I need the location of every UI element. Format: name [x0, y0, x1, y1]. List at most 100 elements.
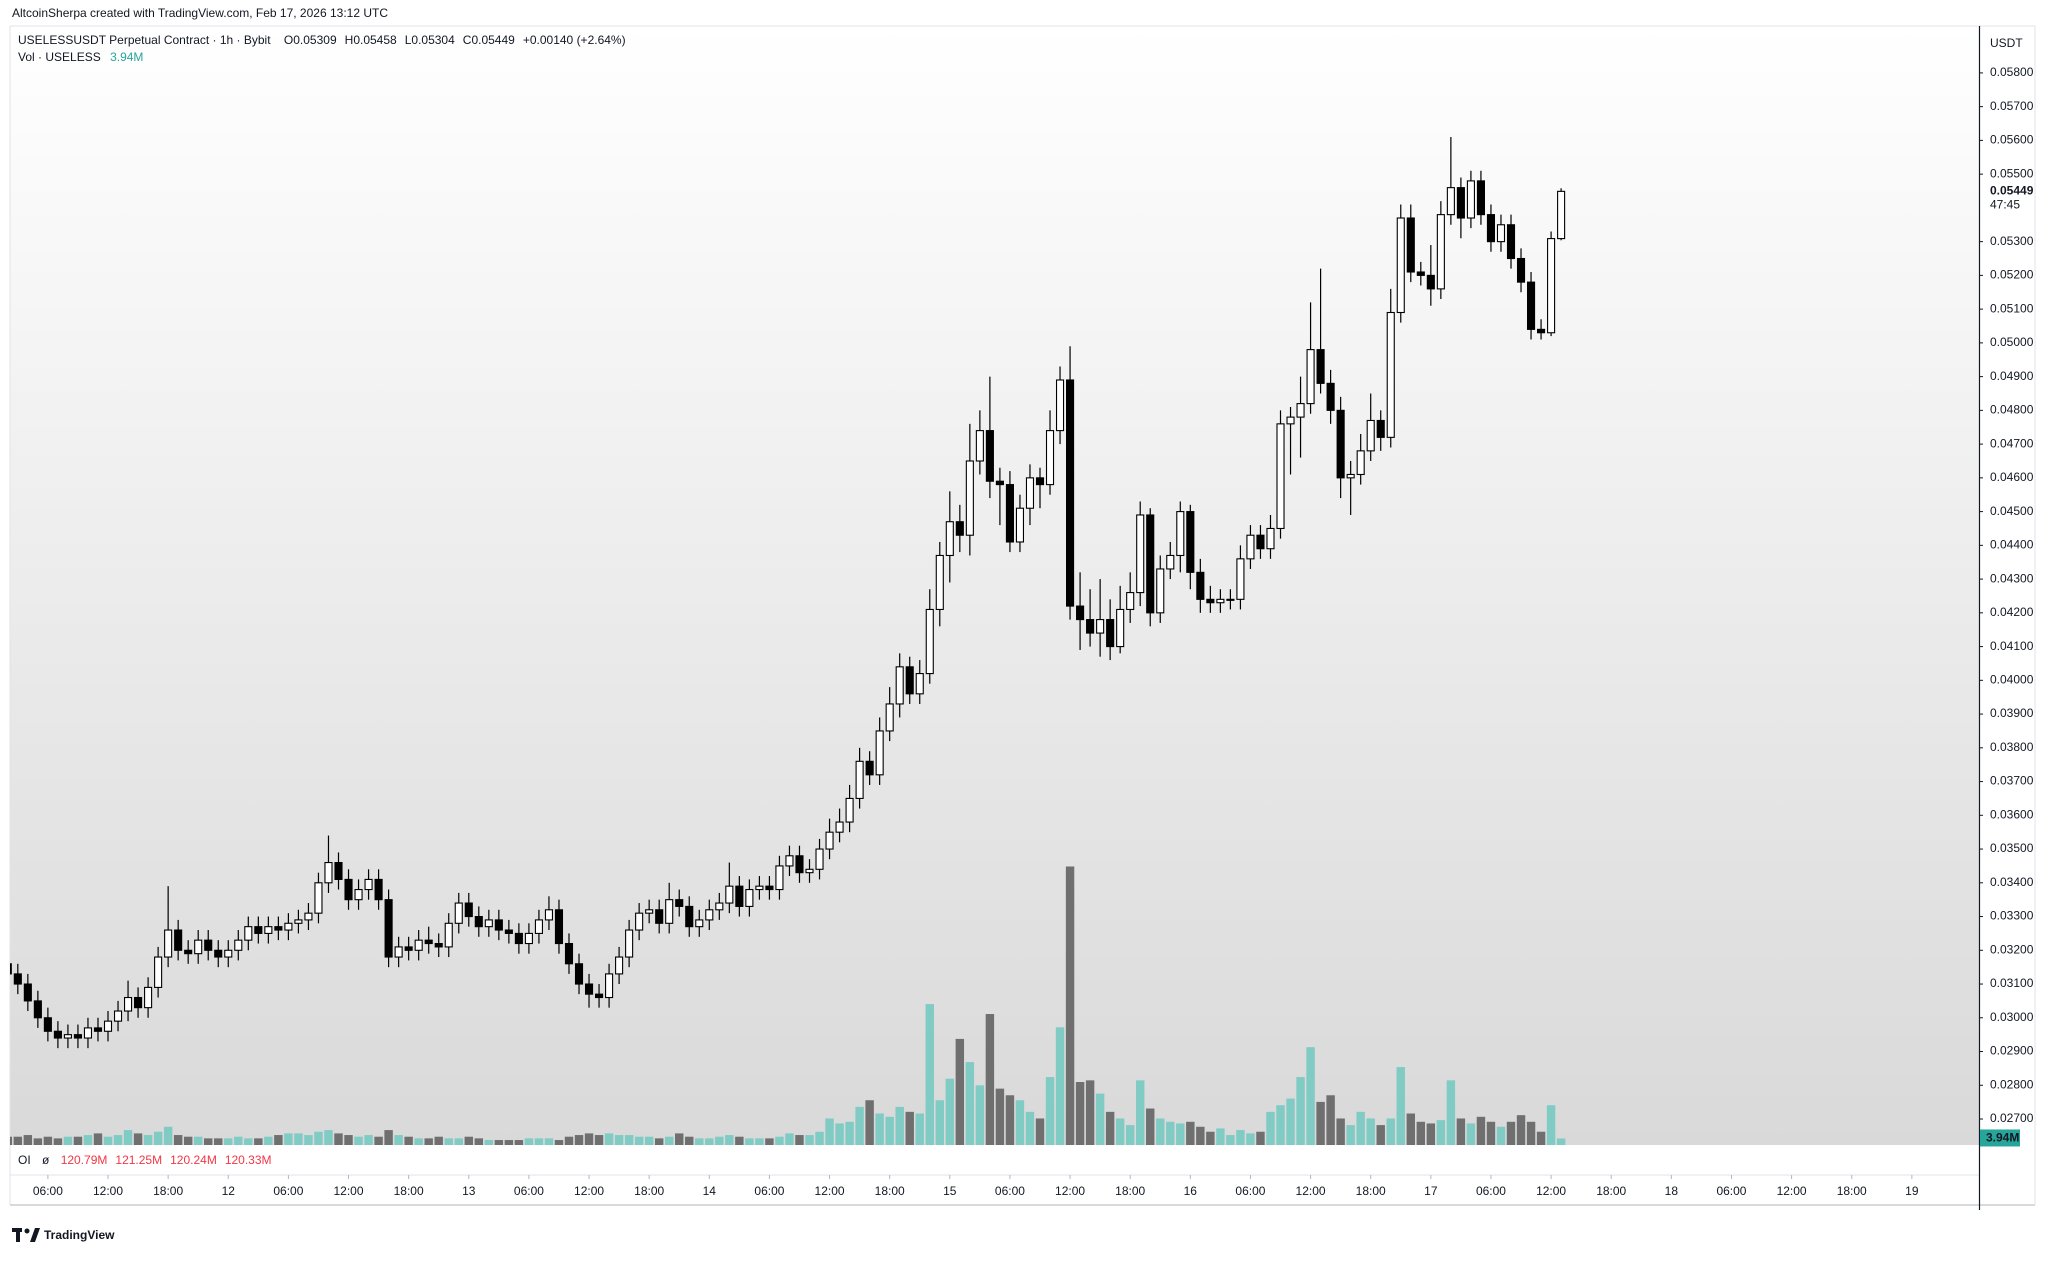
volume-bar [284, 1133, 293, 1145]
volume-bar [234, 1136, 243, 1145]
volume-bar [1216, 1128, 1225, 1145]
volume-bar [1416, 1121, 1426, 1145]
volume-bar [1336, 1118, 1345, 1145]
volume-bar [494, 1140, 504, 1145]
volume-bar [484, 1140, 494, 1145]
volume-bar [1226, 1135, 1235, 1145]
y-tick-label: 0.03400 [1990, 875, 2034, 889]
volume-bar [654, 1138, 664, 1145]
candle-body [625, 929, 634, 958]
volume-bar [1045, 1077, 1055, 1145]
volume-bar [905, 1111, 914, 1145]
volume-bar [755, 1138, 764, 1145]
candle-body [1266, 527, 1275, 550]
candle-body [274, 926, 283, 931]
candle-body [1096, 619, 1105, 634]
candle-body [324, 862, 333, 884]
candle-body [43, 1017, 52, 1032]
x-tick-label: 06:00 [754, 1184, 784, 1198]
candle-body [144, 986, 153, 1009]
candle-body [1196, 571, 1205, 600]
candle-body [103, 1020, 113, 1032]
candle-body [234, 939, 243, 951]
x-tick-label: 12:00 [1777, 1184, 1807, 1198]
logo-part [30, 1228, 40, 1242]
volume-bar [705, 1138, 714, 1145]
volume-bar [504, 1140, 514, 1145]
candle-body [1045, 430, 1055, 486]
volume-bar [815, 1131, 824, 1145]
candle-body [294, 919, 303, 924]
candle-body [434, 942, 443, 948]
volume-bar [1186, 1121, 1195, 1145]
candle-body [635, 912, 644, 931]
candle-body [1406, 217, 1415, 273]
candle-body [464, 902, 473, 918]
y-tick-label: 0.03200 [1990, 942, 2034, 956]
x-tick-label: 18:00 [1115, 1184, 1145, 1198]
oi-symbol: ø [42, 1153, 50, 1167]
volume-bar [624, 1135, 634, 1145]
candle-body [1466, 180, 1475, 219]
x-tick-label: 13 [462, 1184, 476, 1198]
volume-bar [1206, 1131, 1215, 1145]
volume-bar [1266, 1111, 1275, 1145]
candle-body [905, 666, 914, 695]
candle-body [965, 460, 974, 536]
y-tick-label: 0.04200 [1990, 605, 2034, 619]
volume-bar [1085, 1080, 1095, 1145]
candle-body [10, 963, 12, 975]
candle-body [655, 909, 664, 924]
volume-bar [995, 1088, 1005, 1145]
candle-body [264, 926, 273, 934]
candle-body [1176, 511, 1185, 557]
candle-body [224, 949, 233, 958]
volume-bar [434, 1136, 443, 1145]
candle-body [1116, 608, 1125, 648]
candle-body [1286, 416, 1295, 425]
candle-body [675, 899, 684, 907]
volume-bar [1095, 1093, 1105, 1145]
volume-bar [193, 1136, 203, 1145]
candle-body [1476, 180, 1485, 216]
candle-body [615, 956, 624, 975]
volume-bar [1075, 1082, 1085, 1145]
volume-bar [23, 1135, 33, 1145]
candle-body [123, 996, 133, 1012]
candle-body [134, 996, 143, 1009]
y-tick-label: 0.03100 [1990, 976, 2034, 990]
candle-body [364, 878, 373, 891]
volume-bar [1486, 1121, 1496, 1145]
logo-part [16, 1228, 20, 1242]
volume-bar [1426, 1123, 1436, 1145]
y-tick-label: 0.04600 [1990, 470, 2034, 484]
volume-title: Vol · USELESS [18, 50, 101, 64]
volume-bar [254, 1138, 263, 1145]
candle-body [384, 899, 393, 958]
volume-bar [785, 1133, 794, 1145]
candle-body [374, 878, 383, 901]
change: +0.00140 (+2.64%) [523, 33, 626, 47]
candle-body [1136, 514, 1145, 594]
price-label-bg [1981, 182, 2034, 215]
candle-body [204, 939, 213, 951]
volume-bar [1496, 1126, 1506, 1145]
candle-body [1226, 598, 1235, 601]
candle-body [514, 932, 523, 945]
volume-label-bg [1980, 1129, 2020, 1147]
candle-body [154, 956, 163, 988]
candle-body [564, 942, 574, 965]
candle-body [404, 946, 413, 951]
volume-bar [685, 1136, 694, 1145]
volume-bar [274, 1135, 283, 1145]
volume-bar [1055, 1027, 1065, 1145]
candle-body [494, 919, 503, 931]
volume-bar [1146, 1108, 1155, 1145]
candle-body [23, 983, 32, 1002]
volume-bar [1376, 1125, 1385, 1145]
candle-body [1146, 514, 1155, 614]
candle-body [1426, 274, 1435, 290]
ohlc-key: L [405, 33, 412, 47]
candle-body [1446, 187, 1455, 216]
candle-body [544, 909, 554, 921]
